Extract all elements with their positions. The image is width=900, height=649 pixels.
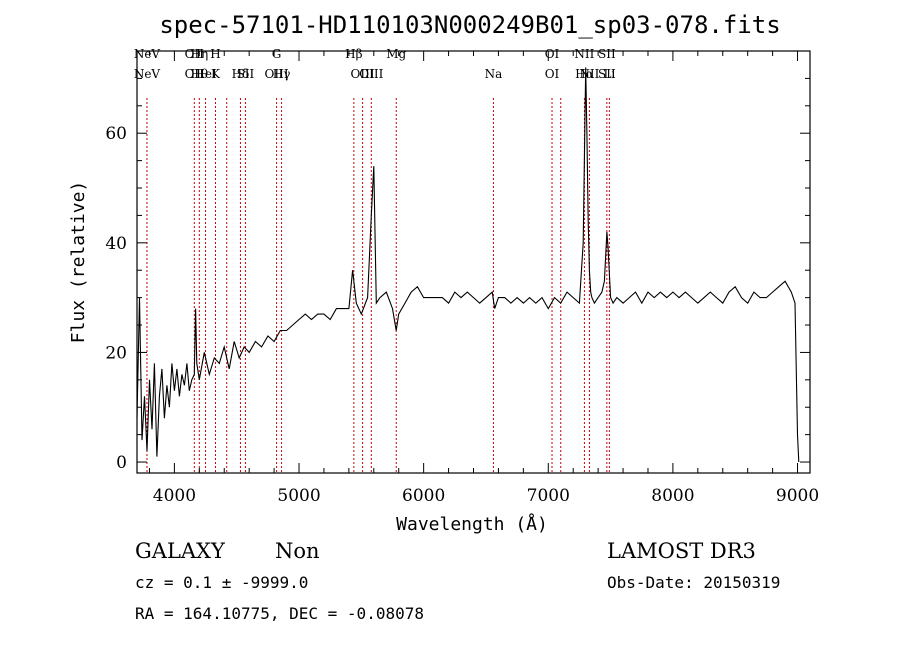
y-tick-label: 60 (105, 124, 127, 144)
line-marker-label: Na (485, 67, 503, 81)
line-marker-label: K (211, 67, 221, 81)
x-axis-label: Wavelength (Å) (396, 513, 548, 535)
line-marker-label: OII (185, 67, 205, 81)
line-marker-label: OI (545, 47, 560, 61)
line-marker-label: SII (598, 67, 616, 81)
line-marker-label: NII (579, 67, 599, 81)
x-tick-label: 8000 (651, 486, 694, 506)
plot-frame (136, 50, 811, 474)
redshift-text: cz = 0.1 ± -9999.0 (135, 573, 308, 592)
x-tick-label: 7000 (527, 486, 570, 506)
x-tick-label: 5000 (277, 486, 320, 506)
line-marker-label: OIII (265, 67, 289, 81)
line-marker-label: G (272, 47, 282, 61)
line-marker-label: Li (603, 67, 615, 81)
line-marker-label: SII (237, 67, 255, 81)
y-tick-label: 0 (116, 453, 127, 473)
y-axis-label: Flux (relative) (68, 181, 89, 344)
line-marker-label: HeI (194, 67, 217, 81)
line-marker-label: OI (545, 67, 560, 81)
line-marker-label: Hθ (190, 67, 208, 81)
y-tick-label: 40 (105, 234, 127, 254)
line-marker-label: NeV (134, 67, 161, 81)
line-markers (146, 98, 610, 473)
line-marker-label: SII (598, 47, 616, 61)
survey-label: LAMOST DR3 (607, 539, 756, 563)
line-marker-label: Mg (386, 47, 406, 61)
line-marker-label: Hβ (345, 47, 362, 61)
x-tick-label: 6000 (402, 486, 445, 506)
classification-label: GALAXY (135, 539, 226, 563)
subclass-label: Non (275, 539, 320, 563)
line-marker-label: NeV (134, 47, 161, 61)
y-tick-label: 20 (105, 343, 127, 363)
x-tick-label: 4000 (153, 486, 196, 506)
chart-title: spec-57101-HD110103N000249B01_sp03-078.f… (159, 11, 780, 39)
line-marker-label: H (210, 47, 220, 61)
x-tick-label: 9000 (776, 486, 819, 506)
x-axis: 4000 5000 6000 7000 8000 9000 (148, 51, 819, 506)
line-marker-label: Hδ (232, 67, 250, 81)
line-marker-label: OIII (359, 67, 383, 81)
line-marker-label: Hγ (273, 67, 291, 81)
y-axis: 0 20 40 60 (105, 77, 810, 473)
line-marker-label: NII (574, 47, 594, 61)
coordinates-text: RA = 164.10775, DEC = -0.08078 (135, 604, 424, 623)
line-marker-label: OIII (351, 67, 375, 81)
line-marker-label: Hα (575, 67, 594, 81)
obs-date-text: Obs-Date: 20150319 (607, 573, 780, 592)
spectrum-line (136, 67, 800, 463)
